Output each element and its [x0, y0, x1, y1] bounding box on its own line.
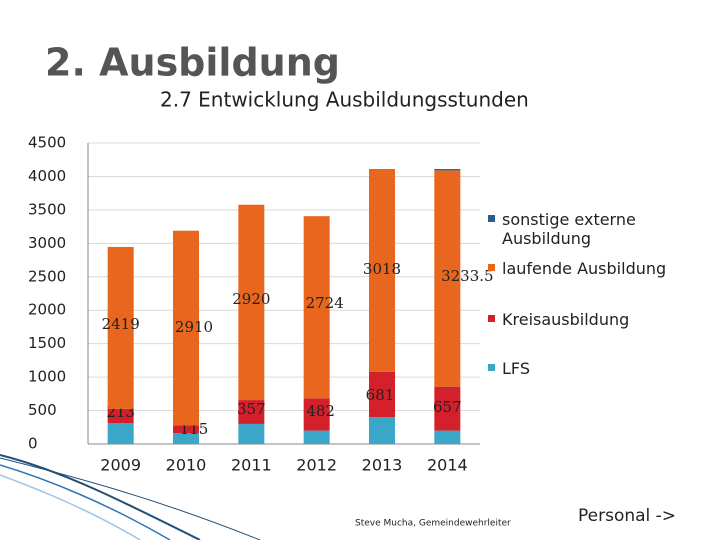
- y-tick-label: 500: [28, 401, 57, 419]
- data-label: 681: [366, 386, 395, 404]
- data-label: 2910: [175, 318, 213, 336]
- link[interactable]: Personal ->: [578, 506, 676, 526]
- data-label: 482: [306, 402, 335, 420]
- title: 2. Ausbildung: [45, 41, 340, 85]
- y-tick-label: 1000: [28, 368, 66, 386]
- bar-segment: [238, 423, 265, 444]
- x-tick-label: 2009: [100, 456, 141, 475]
- bar-segment: [369, 169, 395, 372]
- bar-segment: [434, 170, 461, 387]
- data-label: 657: [433, 398, 462, 416]
- bar-segment: [434, 169, 461, 171]
- bar-segment: [303, 430, 330, 444]
- decoration: [0, 454, 201, 540]
- y-tick-label: 2500: [28, 267, 66, 285]
- y-tick-label: 2000: [28, 301, 66, 319]
- data-label: 2724: [306, 294, 344, 312]
- x-tick-label: 2014: [427, 456, 468, 475]
- bar-segment: [107, 422, 134, 444]
- legend-label: laufende Ausbildung: [502, 259, 667, 278]
- legend-swatch: [488, 215, 495, 222]
- data-label: 2419: [102, 315, 140, 333]
- y-tick-label: 0: [28, 435, 38, 453]
- x-tick-label: 2011: [231, 456, 272, 475]
- legend-label: Kreisausbildung: [502, 310, 630, 329]
- bar-segment: [107, 408, 134, 423]
- bar-segment: [238, 204, 265, 401]
- data-label: 2920: [232, 290, 270, 308]
- decoration: [0, 457, 261, 540]
- data-label: 357: [237, 400, 266, 418]
- bar-segment: [107, 246, 134, 409]
- subtitle: 2.7 Entwicklung Ausbildungsstunden: [160, 88, 529, 112]
- bar-segment: [369, 371, 395, 418]
- bar-segment: [173, 230, 199, 426]
- x-tick-label: 2012: [296, 456, 337, 475]
- bar-segment: [303, 216, 330, 399]
- legend-swatch: [488, 264, 495, 271]
- bar-segment: [434, 386, 461, 431]
- footer: Steve Mucha, Gemeindewehrleiter: [355, 519, 511, 529]
- bar-segment: [369, 169, 395, 170]
- bar-segment: [303, 398, 330, 431]
- legend-swatch: [488, 364, 495, 371]
- y-tick-label: 4000: [28, 167, 66, 185]
- bar-segment: [238, 400, 265, 424]
- bar-segment: [434, 430, 461, 444]
- legend-label: LFS: [502, 359, 530, 378]
- bar-segment: [369, 417, 395, 444]
- y-tick-label: 3500: [28, 200, 66, 218]
- data-label: 3233.5: [441, 267, 494, 285]
- x-tick-label: 2013: [362, 456, 403, 475]
- bar-segment: [173, 425, 199, 434]
- legend-swatch: [488, 315, 495, 322]
- decoration: [0, 474, 141, 540]
- y-tick-label: 4500: [28, 134, 66, 152]
- y-tick-label: 1500: [28, 334, 66, 352]
- x-tick-label: 2010: [166, 456, 207, 475]
- decoration: [0, 464, 171, 540]
- y-tick-label: 3000: [28, 234, 66, 252]
- bar-segment: [173, 433, 199, 444]
- data-label: 3018: [363, 260, 401, 278]
- legend-label: sonstige externe Ausbildung: [502, 210, 636, 248]
